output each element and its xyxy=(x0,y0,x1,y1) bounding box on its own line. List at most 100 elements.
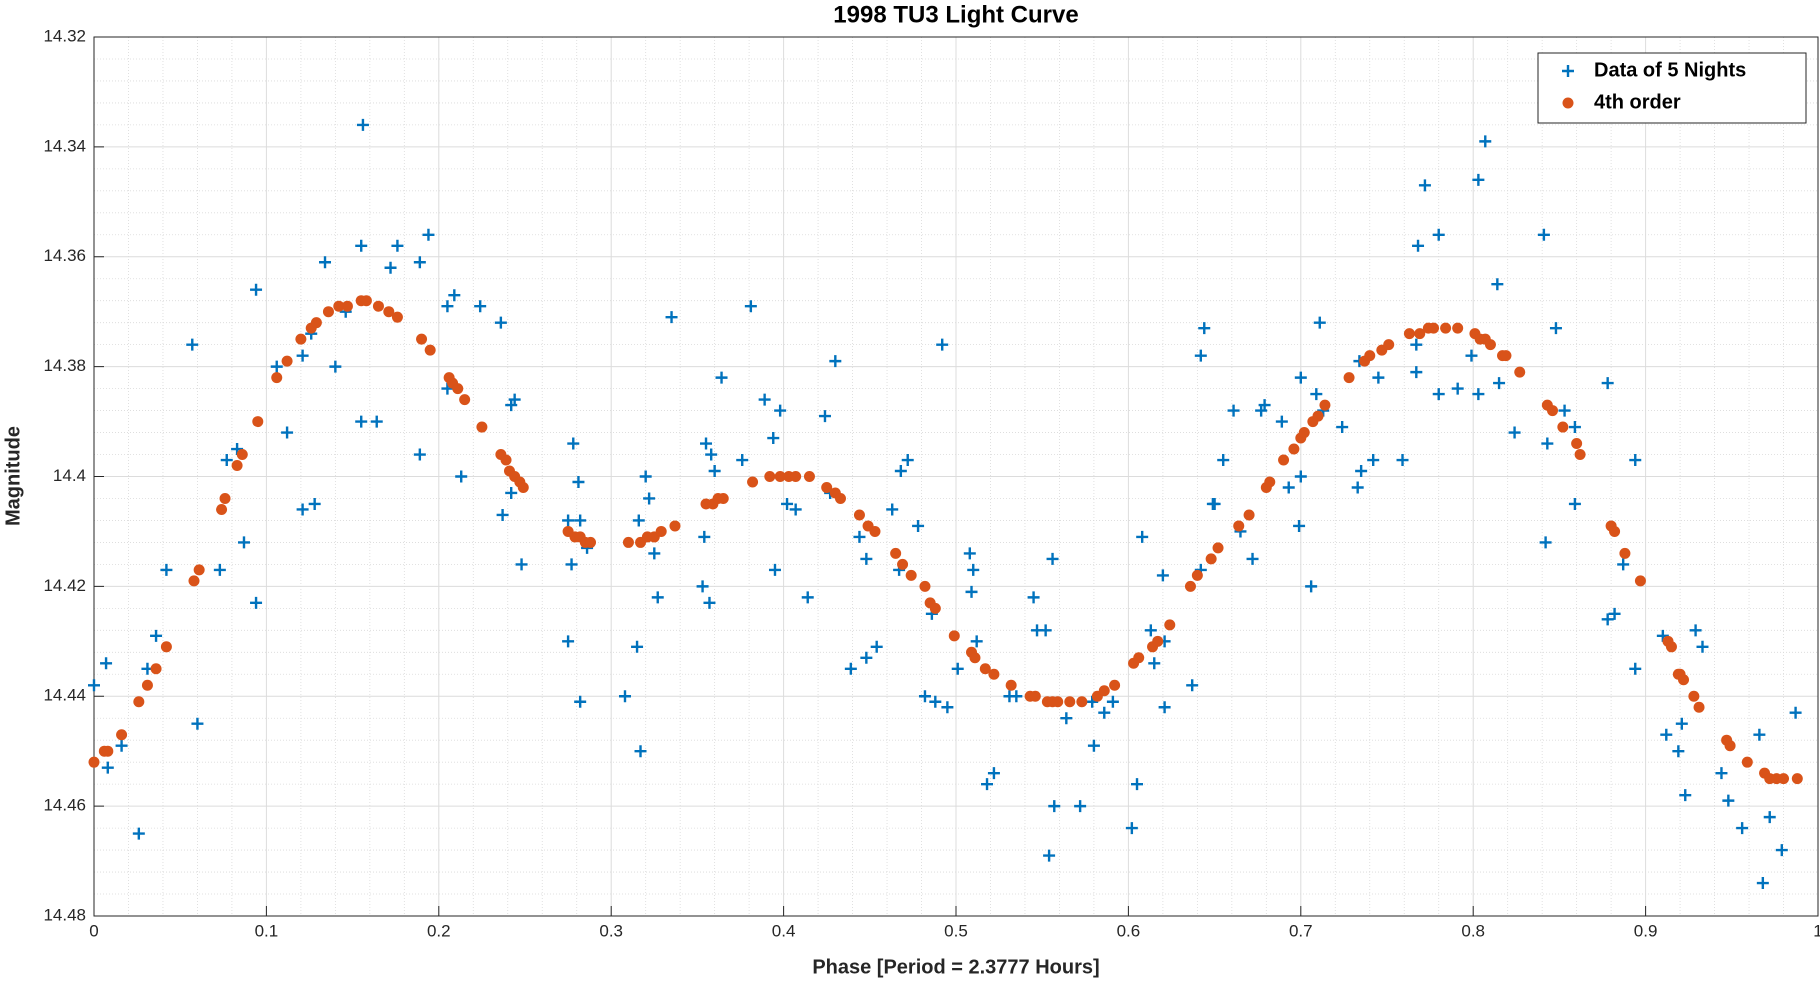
y-tick-label: 14.32 xyxy=(43,26,86,45)
data-point xyxy=(698,530,711,543)
y-tick-label: 14.48 xyxy=(43,905,86,924)
data-point xyxy=(1484,339,1496,351)
y-tick-label: 14.36 xyxy=(43,246,86,265)
data-point xyxy=(562,635,575,648)
data-point xyxy=(1472,388,1485,401)
data-point xyxy=(1678,674,1690,686)
data-point xyxy=(1601,377,1614,390)
data-point xyxy=(696,580,709,593)
x-tick-label: 0.1 xyxy=(255,921,279,940)
data-point xyxy=(281,355,293,367)
data-point xyxy=(1414,328,1426,340)
data-point xyxy=(252,416,264,428)
data-point xyxy=(801,591,814,604)
data-point xyxy=(572,475,585,488)
data-point xyxy=(1472,173,1485,186)
data-point xyxy=(1451,382,1464,395)
data-point xyxy=(474,300,487,313)
data-point xyxy=(455,470,468,483)
data-point xyxy=(236,449,248,461)
data-point xyxy=(1293,519,1306,532)
data-point xyxy=(844,662,857,675)
data-point xyxy=(818,410,831,423)
data-point xyxy=(1074,800,1087,813)
data-point xyxy=(1418,179,1431,192)
data-point xyxy=(736,454,749,467)
data-point xyxy=(1109,679,1121,691)
data-point xyxy=(1763,811,1776,824)
data-point xyxy=(1198,322,1211,335)
data-point xyxy=(1052,696,1064,708)
data-point xyxy=(708,465,721,478)
data-point xyxy=(1479,135,1492,148)
data-point xyxy=(1549,322,1562,335)
data-point xyxy=(250,283,263,296)
data-point xyxy=(333,300,345,312)
data-point xyxy=(1191,569,1203,581)
data-point xyxy=(669,520,681,532)
data-point xyxy=(1778,773,1790,785)
data-point xyxy=(416,333,428,345)
data-point xyxy=(1679,789,1692,802)
data-point xyxy=(622,536,634,548)
data-point xyxy=(715,371,728,384)
data-point xyxy=(1005,679,1017,691)
data-point xyxy=(631,640,644,653)
data-point xyxy=(1152,635,1164,647)
data-point xyxy=(517,481,529,493)
data-point xyxy=(1609,525,1621,537)
data-point xyxy=(515,558,528,571)
data-point xyxy=(1194,349,1207,362)
data-point xyxy=(1410,366,1423,379)
data-point xyxy=(505,486,518,499)
data-point xyxy=(853,509,865,521)
data-point xyxy=(422,228,435,241)
data-point xyxy=(705,448,718,461)
data-point xyxy=(441,300,454,313)
x-tick-label: 0.4 xyxy=(772,921,796,940)
data-point xyxy=(132,827,145,840)
y-axis-label: Magnitude xyxy=(2,426,24,526)
data-point xyxy=(941,701,954,714)
data-point xyxy=(886,503,899,516)
data-point xyxy=(160,563,173,576)
data-point xyxy=(919,580,931,592)
data-point xyxy=(1288,443,1300,455)
data-point xyxy=(413,256,426,269)
data-point xyxy=(188,575,200,587)
data-point xyxy=(1601,613,1614,626)
data-point xyxy=(567,437,580,450)
data-point xyxy=(1629,662,1642,675)
data-point xyxy=(1410,338,1423,351)
x-tick-label: 0 xyxy=(89,921,98,940)
data-point xyxy=(987,767,1000,780)
data-point xyxy=(768,563,781,576)
x-tick-label: 0.2 xyxy=(427,921,451,940)
data-point xyxy=(905,569,917,581)
legend-label: 4th order xyxy=(1594,91,1681,113)
data-point xyxy=(1465,349,1478,362)
data-point xyxy=(965,585,978,598)
data-point xyxy=(1364,350,1376,362)
data-point xyxy=(496,508,509,521)
data-point xyxy=(1493,377,1506,390)
data-point xyxy=(1076,696,1088,708)
data-point xyxy=(643,492,656,505)
data-point xyxy=(150,663,162,675)
data-point xyxy=(383,306,395,318)
data-point xyxy=(102,745,114,757)
data-point xyxy=(948,630,960,642)
data-point xyxy=(1125,822,1138,835)
data-point xyxy=(220,454,233,467)
data-point xyxy=(648,547,661,560)
x-tick-label: 1 xyxy=(1813,921,1820,940)
data-point xyxy=(1753,728,1766,741)
data-point xyxy=(1557,421,1569,433)
data-point xyxy=(1412,239,1425,252)
data-point xyxy=(632,514,645,527)
data-point xyxy=(384,261,397,274)
data-point xyxy=(574,695,587,708)
data-point xyxy=(963,547,976,560)
data-point xyxy=(1294,470,1307,483)
data-point xyxy=(191,717,204,730)
